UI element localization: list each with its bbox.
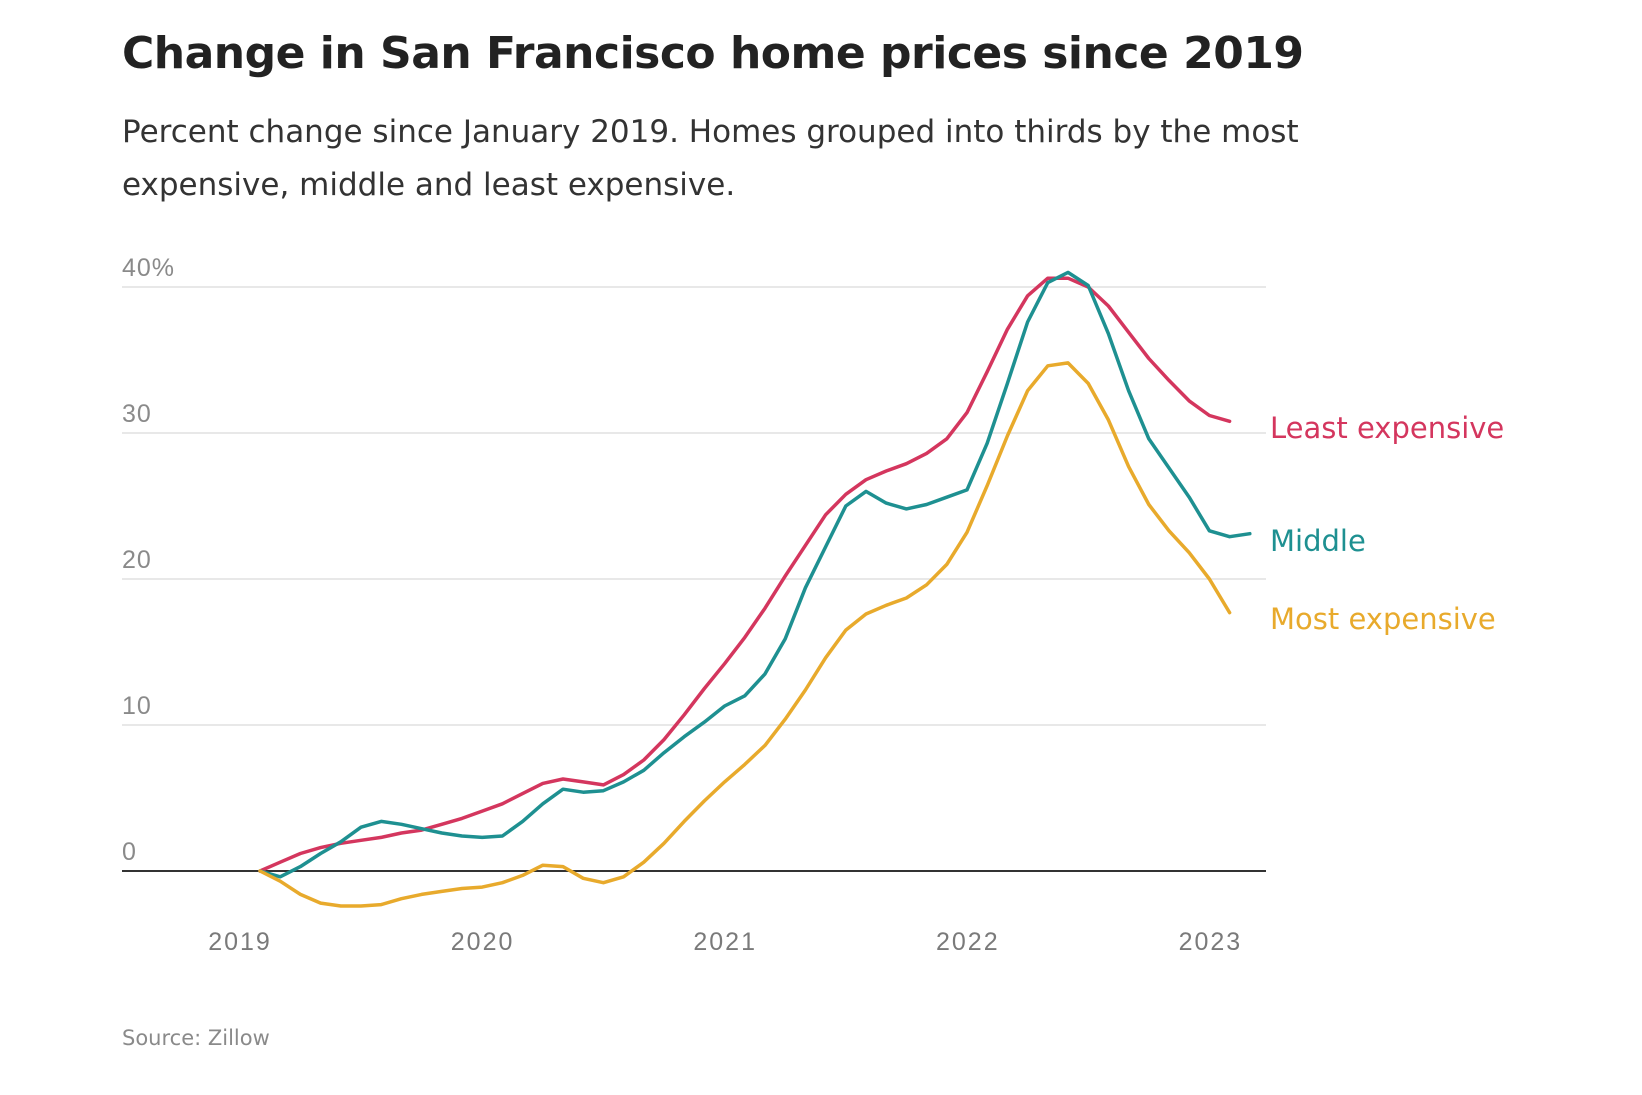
- chart-subtitle: Percent change since January 2019. Homes…: [122, 114, 1299, 203]
- y-tick-label: 40%: [122, 254, 175, 282]
- series-labels: Least expensive Middle Most expensive: [1270, 411, 1504, 636]
- series-line-least-expensive: [258, 276, 1232, 873]
- series-line-middle: [258, 270, 1252, 879]
- y-tick-label: 20: [122, 546, 152, 574]
- x-tick-label: 2022: [936, 928, 1000, 956]
- y-tick-label: 0: [122, 838, 137, 866]
- x-tick-label: 2021: [693, 928, 757, 956]
- x-tick-label: 2019: [208, 928, 272, 956]
- series-label-middle: Middle: [1270, 524, 1366, 558]
- y-tick-label: 10: [122, 692, 152, 720]
- y-axis-ticks: 40% 30 20 10 0: [122, 254, 175, 866]
- y-tick-label: 30: [122, 400, 152, 428]
- x-tick-label: 2020: [451, 928, 515, 956]
- series-label-least-expensive: Least expensive: [1270, 411, 1504, 445]
- gridlines: [122, 286, 1266, 872]
- series-line-most-expensive: [258, 361, 1232, 908]
- series-label-most-expensive: Most expensive: [1270, 602, 1496, 636]
- x-axis-ticks: 2019 2020 2021 2022 2023: [208, 928, 1243, 956]
- x-tick-label: 2023: [1179, 928, 1243, 956]
- source-note: Source: Zillow: [122, 1026, 270, 1050]
- series-lines: [258, 270, 1252, 908]
- chart-title: Change in San Francisco home prices sinc…: [122, 28, 1304, 79]
